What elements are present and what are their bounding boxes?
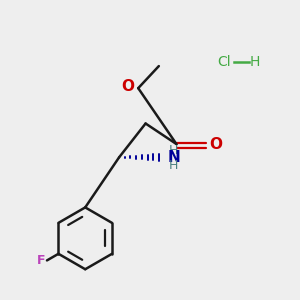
Text: O: O (209, 136, 223, 152)
Text: N: N (168, 150, 180, 165)
Text: F: F (37, 254, 46, 267)
Text: O: O (122, 79, 135, 94)
Text: H: H (169, 144, 178, 158)
Text: H: H (169, 159, 178, 172)
Text: H: H (250, 55, 260, 69)
Text: Cl: Cl (218, 55, 231, 69)
